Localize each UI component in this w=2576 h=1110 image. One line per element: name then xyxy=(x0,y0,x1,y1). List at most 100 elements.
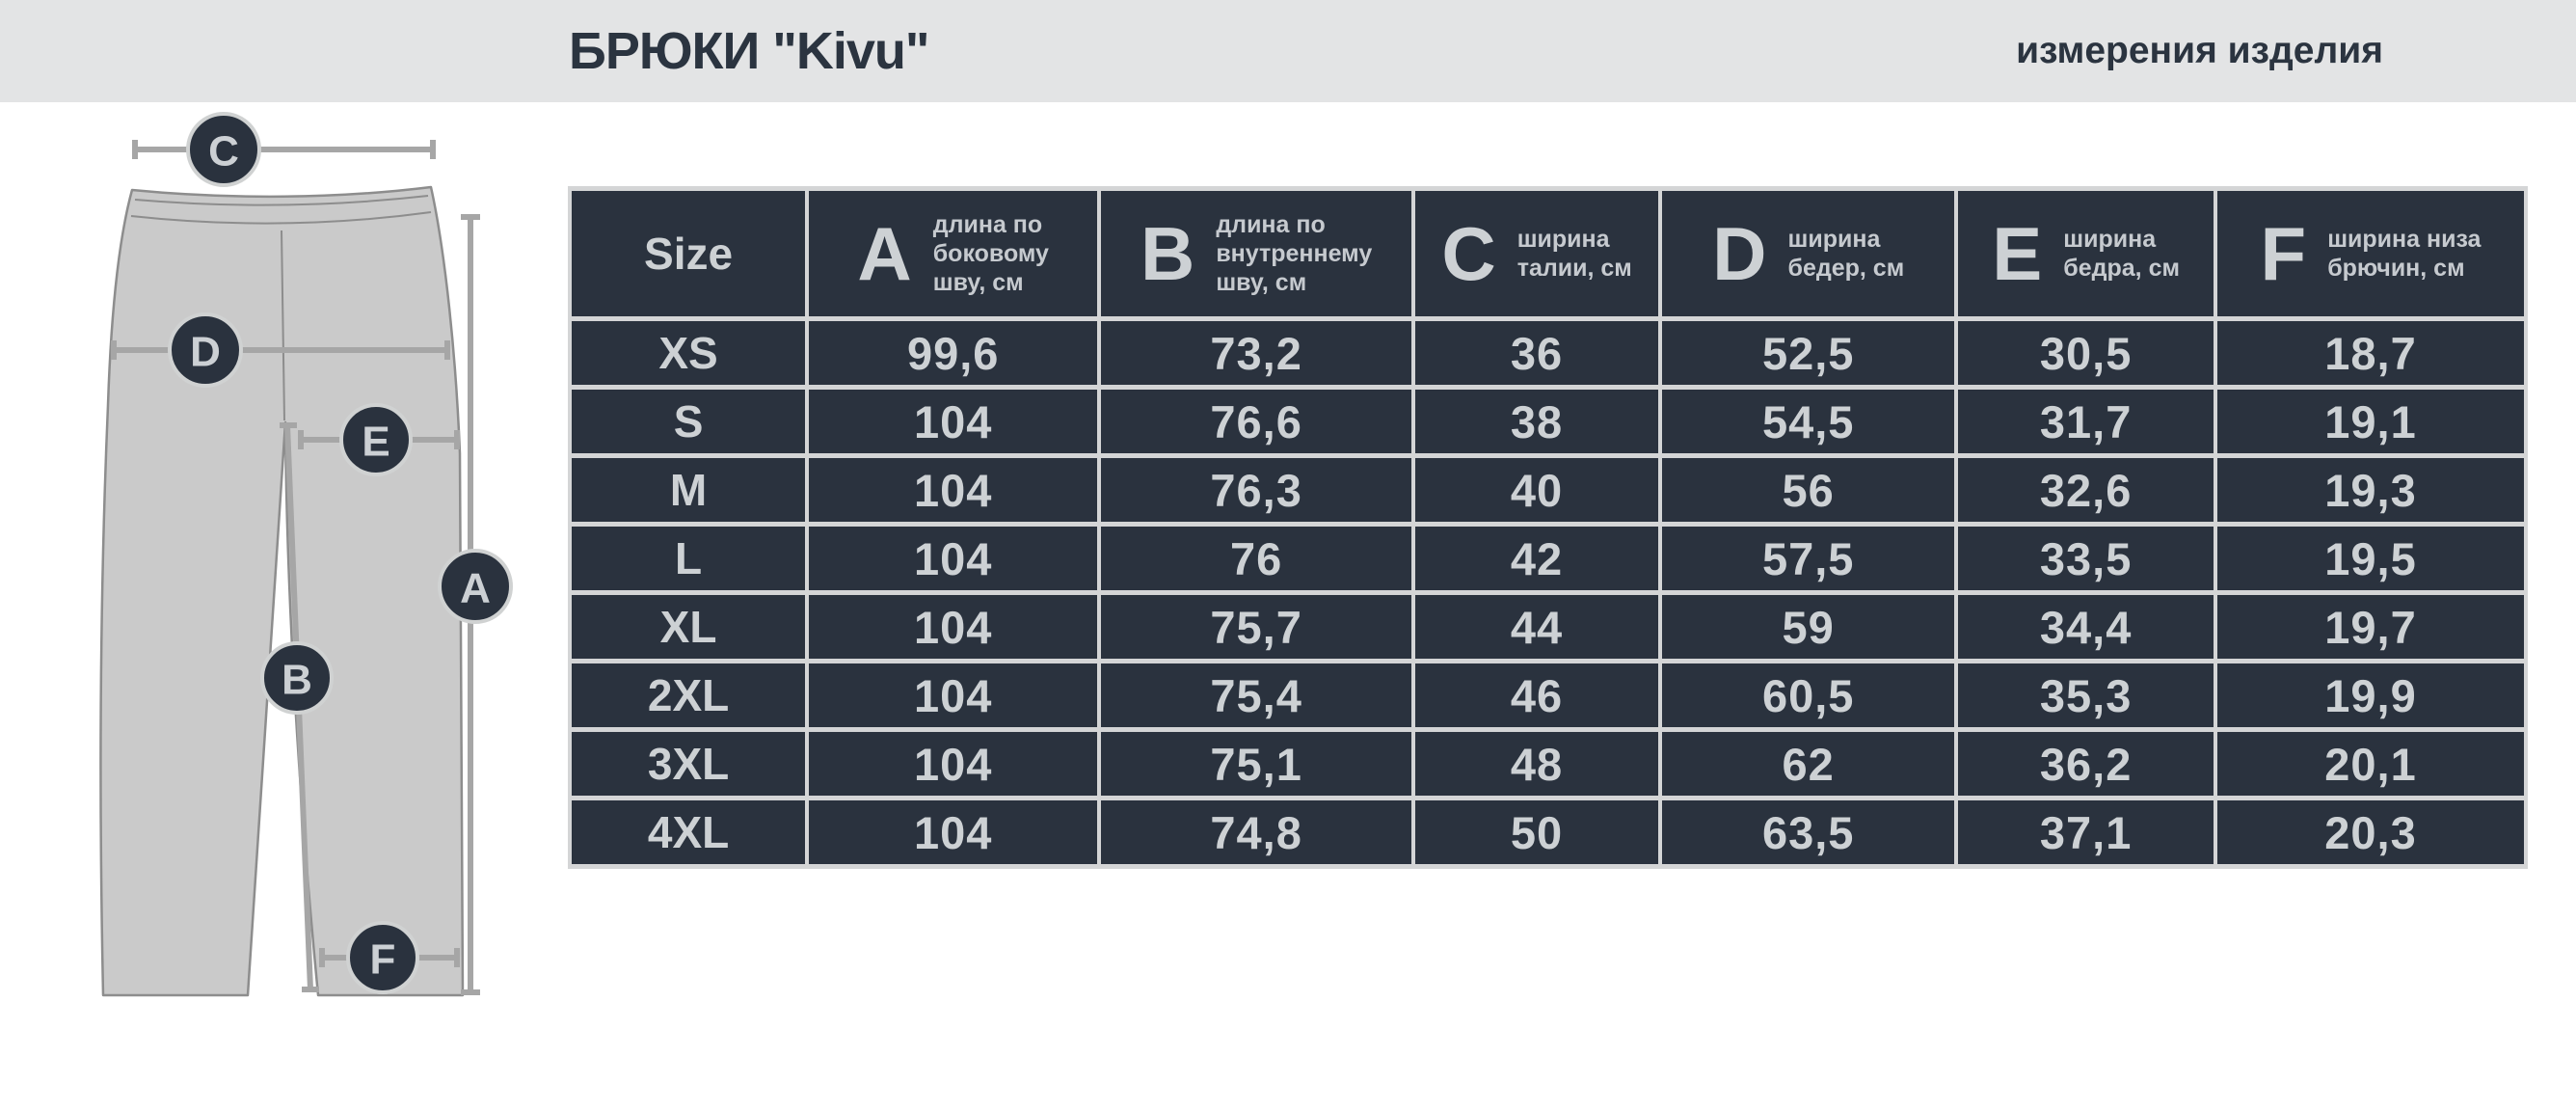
marker-b-letter: B xyxy=(282,657,312,704)
row-size-label: 2XL xyxy=(572,663,806,727)
marker-d-letter: D xyxy=(190,329,221,376)
table-cell: 36,2 xyxy=(1958,732,2214,796)
column-letter-f: F xyxy=(2260,211,2307,296)
table-cell: 60,5 xyxy=(1662,663,1955,727)
column-header-f: F ширина низа брючин, см xyxy=(2216,191,2524,316)
measure-line-d xyxy=(111,340,450,360)
marker-b: B xyxy=(260,641,334,715)
table-cell: 19,3 xyxy=(2216,458,2524,522)
table-cell: 76 xyxy=(1101,527,1411,590)
marker-f: F xyxy=(346,921,419,994)
waistband-inner-seam xyxy=(134,195,429,206)
row-size-label: XL xyxy=(572,595,806,659)
column-desc-c: ширина талии, см xyxy=(1516,226,1632,282)
table-cell: 56 xyxy=(1662,458,1955,522)
table-row: 3XL 104 75,1 48 62 36,2 20,1 xyxy=(572,732,2524,796)
table-cell: 63,5 xyxy=(1662,800,1955,864)
table-row: XL 104 75,7 44 59 34,4 19,7 xyxy=(572,595,2524,659)
table-header-row: Size A длина по боковому шву, см B длина… xyxy=(572,191,2524,316)
table-cell: 75,4 xyxy=(1101,663,1411,727)
column-header-a: A длина по боковому шву, см xyxy=(809,191,1098,316)
table-cell: 73,2 xyxy=(1101,321,1411,385)
table-cell: 20,1 xyxy=(2216,732,2524,796)
measure-line-c xyxy=(132,140,436,159)
page-title: БРЮКИ "Kivu" xyxy=(569,22,930,80)
table-cell: 104 xyxy=(809,800,1098,864)
table-row: S 104 76,6 38 54,5 31,7 19,1 xyxy=(572,390,2524,453)
marker-d: D xyxy=(168,312,243,388)
table-cell: 59 xyxy=(1662,595,1955,659)
table-cell: 99,6 xyxy=(809,321,1098,385)
column-header-c: C ширина талии, см xyxy=(1415,191,1659,316)
table-cell: 42 xyxy=(1415,527,1659,590)
marker-f-letter: F xyxy=(370,936,396,984)
column-letter-b: B xyxy=(1140,211,1195,296)
size-table: Size A длина по боковому шву, см B длина… xyxy=(568,186,2528,869)
table-cell: 104 xyxy=(809,458,1098,522)
row-size-label: XS xyxy=(572,321,806,385)
table-cell: 104 xyxy=(809,390,1098,453)
table-cell: 44 xyxy=(1415,595,1659,659)
table-cell: 62 xyxy=(1662,732,1955,796)
row-size-label: L xyxy=(572,527,806,590)
column-header-b: B длина по внутреннему шву, см xyxy=(1101,191,1411,316)
table-row: M 104 76,3 40 56 32,6 19,3 xyxy=(572,458,2524,522)
table-cell: 54,5 xyxy=(1662,390,1955,453)
waistband-bottom-seam xyxy=(130,211,432,225)
table-cell: 18,7 xyxy=(2216,321,2524,385)
row-size-label: S xyxy=(572,390,806,453)
table-row: 4XL 104 74,8 50 63,5 37,1 20,3 xyxy=(572,800,2524,864)
table-cell: 104 xyxy=(809,663,1098,727)
marker-c: C xyxy=(186,112,261,187)
column-letter-a: A xyxy=(857,211,912,296)
marker-c-letter: C xyxy=(208,128,239,176)
marker-a: A xyxy=(438,549,513,624)
pants-measurement-diagram: C D E A B F xyxy=(99,112,513,997)
table-cell: 19,9 xyxy=(2216,663,2524,727)
column-header-d: D ширина бедер, см xyxy=(1662,191,1955,316)
table-cell: 52,5 xyxy=(1662,321,1955,385)
table-cell: 76,6 xyxy=(1101,390,1411,453)
table-cell: 30,5 xyxy=(1958,321,2214,385)
column-desc-d: ширина бедер, см xyxy=(1787,226,1905,282)
table-cell: 33,5 xyxy=(1958,527,2214,590)
table-cell: 34,4 xyxy=(1958,595,2214,659)
column-desc-e: ширина бедра, см xyxy=(2063,226,2180,282)
table-cell: 20,3 xyxy=(2216,800,2524,864)
row-size-label: 3XL xyxy=(572,732,806,796)
table-cell: 75,1 xyxy=(1101,732,1411,796)
table-row: XS 99,6 73,2 36 52,5 30,5 18,7 xyxy=(572,321,2524,385)
row-size-label: 4XL xyxy=(572,800,806,864)
column-header-e: E ширина бедра, см xyxy=(1958,191,2214,316)
table-row: L 104 76 42 57,5 33,5 19,5 xyxy=(572,527,2524,590)
table-cell: 46 xyxy=(1415,663,1659,727)
row-size-label: M xyxy=(572,458,806,522)
table-cell: 104 xyxy=(809,527,1098,590)
marker-a-letter: A xyxy=(460,565,491,612)
fly-seam xyxy=(281,230,285,421)
header-subtitle: измерения изделия xyxy=(2016,30,2383,71)
marker-e: E xyxy=(339,403,413,476)
column-desc-f: ширина низа брючин, см xyxy=(2327,226,2482,282)
table-cell: 76,3 xyxy=(1101,458,1411,522)
table-cell: 38 xyxy=(1415,390,1659,453)
table-cell: 74,8 xyxy=(1101,800,1411,864)
column-letter-c: C xyxy=(1441,211,1496,296)
column-letter-d: D xyxy=(1712,211,1767,296)
table-cell: 50 xyxy=(1415,800,1659,864)
table-row: 2XL 104 75,4 46 60,5 35,3 19,9 xyxy=(572,663,2524,727)
column-header-size: Size xyxy=(572,191,806,316)
table-cell: 37,1 xyxy=(1958,800,2214,864)
table-cell: 75,7 xyxy=(1101,595,1411,659)
table-cell: 32,6 xyxy=(1958,458,2214,522)
table-cell: 36 xyxy=(1415,321,1659,385)
marker-e-letter: E xyxy=(362,419,389,466)
table-cell: 19,7 xyxy=(2216,595,2524,659)
table-cell: 57,5 xyxy=(1662,527,1955,590)
table-cell: 35,3 xyxy=(1958,663,2214,727)
table-cell: 48 xyxy=(1415,732,1659,796)
table-cell: 104 xyxy=(809,595,1098,659)
pants-silhouette xyxy=(99,185,465,997)
column-desc-b: длина по внутреннему шву, см xyxy=(1216,211,1373,296)
